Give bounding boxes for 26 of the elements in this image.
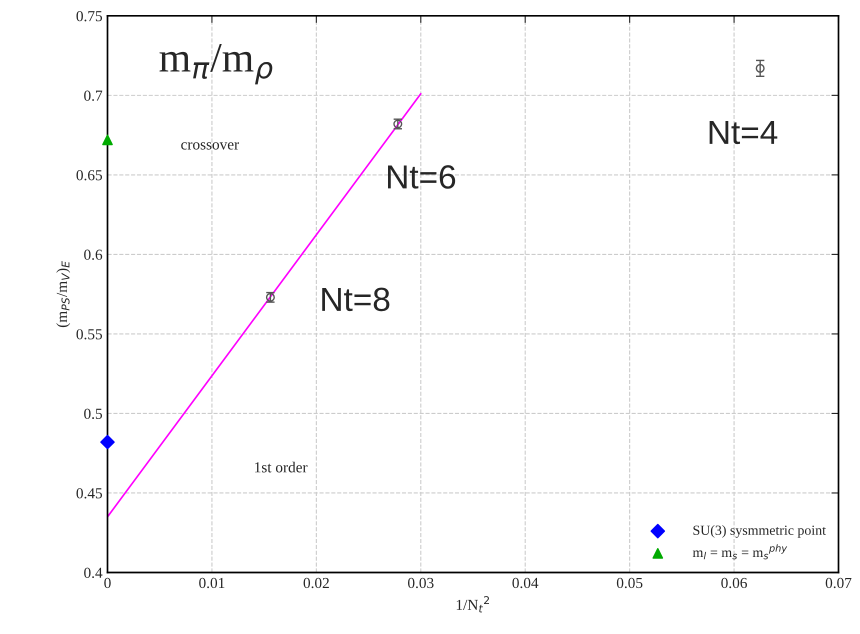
x-tick-label: 0.03 [408, 578, 434, 588]
legend-label: SU(3) sysmmetric point [693, 525, 826, 538]
y-tick-label: 0.55 [76, 329, 102, 340]
y-tick-label: 0.45 [76, 488, 102, 498]
annotation: crossover [181, 142, 240, 150]
annotation: Nt=4 [710, 120, 778, 144]
y-tick-label: 0.5 [84, 408, 102, 419]
annotation: 1st order [255, 462, 308, 472]
legend-label: m$_{l}$ = m$_{s}$ = m$_{s}$$^{phy}$ [692, 544, 788, 560]
x-tick-label: 0.01 [199, 578, 224, 588]
x-tick-label: 0.06 [721, 578, 747, 588]
y-tick-label: 0.75 [76, 10, 102, 22]
x-tick-label: 0.05 [616, 578, 642, 588]
annotation: Nt=6 [388, 165, 456, 189]
annotation: Nt=8 [322, 288, 390, 312]
x-tick-label: 0.04 [512, 578, 538, 588]
y-tick-label: 0.7 [84, 90, 102, 101]
y-tick-label: 0.4 [84, 568, 102, 578]
y-tick-label: 0.6 [84, 250, 102, 260]
x-tick-label: 0 [104, 578, 111, 588]
y-axis-title: (m$_{PS}$/m$_{V}$)$_{E}$ [56, 261, 70, 328]
x-tick-label: 0.02 [304, 578, 329, 588]
x-tick-label: 0.07 [826, 578, 852, 588]
y-tick-label: 0.65 [76, 170, 102, 180]
annotation: m$_{π}$/m$_{ρ}$ [160, 44, 272, 84]
x-axis-title: 1/N$_{t}$$^{2}$ [456, 596, 489, 612]
